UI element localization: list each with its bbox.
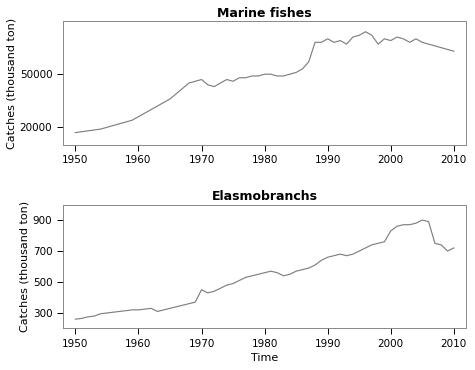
Y-axis label: Catches (thousand ton): Catches (thousand ton) <box>7 17 17 149</box>
Title: Marine fishes: Marine fishes <box>217 7 312 20</box>
X-axis label: Time: Time <box>251 353 278 363</box>
Y-axis label: Catches (thousand ton): Catches (thousand ton) <box>20 201 30 332</box>
Title: Elasmobranchs: Elasmobranchs <box>211 191 318 204</box>
